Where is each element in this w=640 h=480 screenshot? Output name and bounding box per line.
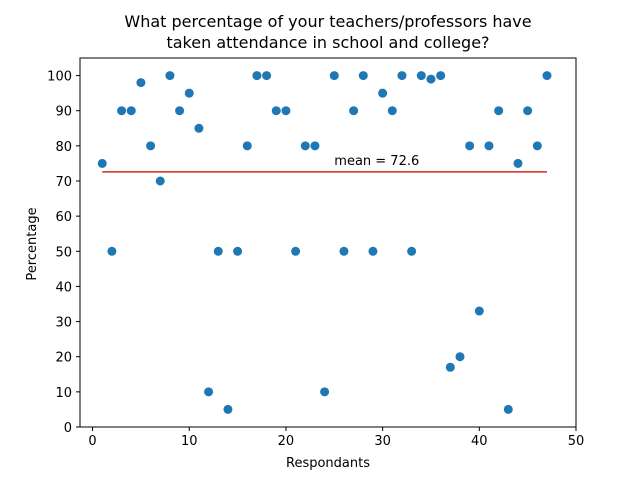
- data-point: [445, 362, 455, 372]
- mean-label: mean = 72.6: [334, 154, 419, 169]
- y-tick-label: 0: [64, 421, 72, 436]
- data-point: [184, 88, 194, 98]
- data-point: [281, 106, 291, 116]
- y-tick-label: 60: [55, 210, 72, 225]
- data-point: [368, 246, 378, 256]
- data-point: [107, 246, 117, 256]
- y-tick-label: 20: [55, 351, 72, 366]
- data-point: [262, 71, 272, 81]
- x-tick-label: 50: [568, 434, 585, 449]
- data-point: [349, 106, 359, 116]
- y-axis-label: Percentage: [25, 207, 40, 280]
- data-point: [146, 141, 156, 151]
- y-tick-label: 50: [55, 245, 72, 260]
- data-point: [300, 141, 310, 151]
- data-point: [484, 141, 494, 151]
- data-point: [387, 106, 397, 116]
- plot-frame: [79, 57, 577, 428]
- data-point: [165, 71, 175, 81]
- data-point: [204, 387, 214, 397]
- data-point: [494, 106, 504, 116]
- x-axis-label: Respondants: [286, 456, 370, 471]
- y-tick-label: 10: [55, 386, 72, 401]
- x-tick-label: 30: [374, 434, 391, 449]
- data-point: [320, 387, 330, 397]
- data-point: [213, 246, 223, 256]
- data-point: [416, 71, 426, 81]
- y-tick-label: 100: [47, 70, 72, 85]
- data-point: [310, 141, 320, 151]
- data-point: [503, 404, 513, 414]
- x-tick-label: 20: [278, 434, 295, 449]
- x-tick-label: 40: [471, 434, 488, 449]
- data-point: [426, 74, 436, 84]
- data-point: [155, 176, 165, 186]
- data-point: [223, 404, 233, 414]
- data-point: [455, 352, 465, 362]
- data-point: [407, 246, 417, 256]
- data-point: [378, 88, 388, 98]
- chart-title-line-1: What percentage of your teachers/profess…: [124, 12, 532, 31]
- data-point: [513, 158, 523, 168]
- data-point: [474, 306, 484, 316]
- data-point: [532, 141, 542, 151]
- data-point: [97, 158, 107, 168]
- data-point: [329, 71, 339, 81]
- y-tick-label: 80: [55, 140, 72, 155]
- chart-title-line-2: taken attendance in school and college?: [166, 33, 490, 52]
- data-point: [136, 78, 146, 88]
- data-point: [126, 106, 136, 116]
- data-point: [252, 71, 262, 81]
- data-point: [242, 141, 252, 151]
- data-point: [397, 71, 407, 81]
- data-point: [117, 106, 127, 116]
- y-tick-label: 70: [55, 175, 72, 190]
- data-point: [271, 106, 281, 116]
- data-point: [436, 71, 446, 81]
- y-tick-label: 90: [55, 105, 72, 120]
- chart-axes: 0 10 20 30 40 50 0 10 20 30 40 50 60 70 80 90 100: [47, 57, 585, 449]
- data-point: [542, 71, 552, 81]
- data-point: [233, 246, 243, 256]
- data-point: [523, 106, 533, 116]
- chart-marks: mean = 72.6: [97, 71, 552, 414]
- data-point: [291, 246, 301, 256]
- data-point: [358, 71, 368, 81]
- y-tick-label: 30: [55, 316, 72, 331]
- y-tick-label: 40: [55, 280, 72, 295]
- data-point: [194, 123, 204, 133]
- x-tick-label: 0: [88, 434, 96, 449]
- data-point: [339, 246, 349, 256]
- data-point: [175, 106, 185, 116]
- x-tick-label: 10: [181, 434, 198, 449]
- data-point: [465, 141, 475, 151]
